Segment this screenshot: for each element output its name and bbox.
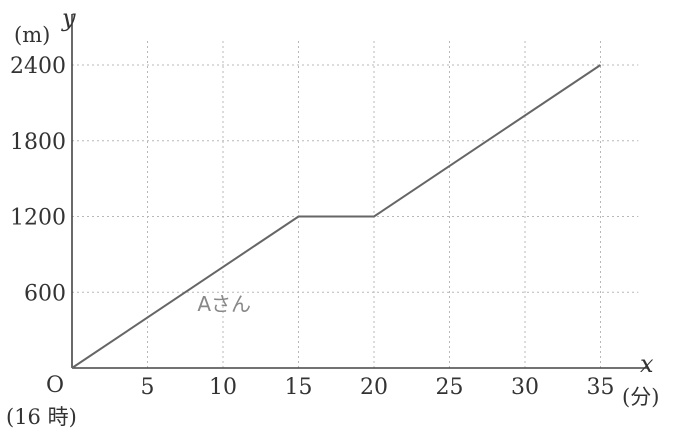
- x-unit-label: (分): [622, 385, 659, 409]
- x-tick-label: 10: [209, 375, 237, 400]
- origin-label: O: [46, 373, 64, 398]
- x-tick-label: 5: [141, 375, 155, 400]
- series-line: [71, 64, 602, 369]
- y-tick-label: 600: [24, 281, 66, 306]
- x-tick-label: 15: [285, 375, 313, 400]
- gridlines: [72, 39, 639, 368]
- tick-labels: 5 10 15 20 25 30 35 600 1200 1800 2400: [10, 54, 615, 400]
- series-label: Aさん: [197, 292, 251, 316]
- x-tick-label: 30: [511, 375, 539, 400]
- y-axis-label: y: [61, 4, 76, 32]
- x-tick-label: 25: [436, 375, 464, 400]
- series-layer: Aさん: [71, 64, 602, 369]
- x-tick-label: 35: [587, 375, 615, 400]
- y-tick-label: 1800: [10, 130, 66, 155]
- x-tick-label: 20: [360, 375, 388, 400]
- origin-note: (16 時): [6, 405, 77, 429]
- y-tick-label: 2400: [10, 54, 66, 79]
- axes: [71, 14, 648, 369]
- y-tick-label: 1200: [10, 206, 66, 231]
- y-unit-label: (m): [14, 23, 50, 47]
- x-axis-label: x: [640, 350, 654, 378]
